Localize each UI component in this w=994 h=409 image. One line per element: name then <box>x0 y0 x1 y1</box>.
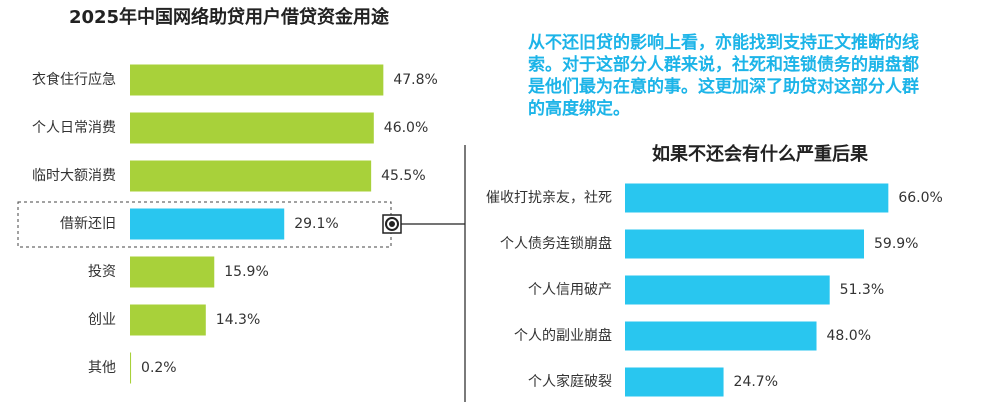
annotation: 是他们最为在意的事。这更加深了助贷对这部分人群 <box>528 76 919 97</box>
category-label: 个人的副业崩盘 <box>514 327 612 344</box>
value-label: 0.2% <box>141 360 177 376</box>
bar <box>130 208 285 240</box>
category-label: 投资 <box>88 264 116 280</box>
bar <box>130 304 206 336</box>
value-label: 47.8% <box>393 72 437 88</box>
chart-title: 如果不还会有什么严重后果 <box>652 143 869 165</box>
value-label: 66.0% <box>898 190 942 206</box>
category-label: 衣食住行应急 <box>32 71 116 88</box>
bar <box>130 160 372 192</box>
value-label: 51.3% <box>840 282 884 298</box>
value-label: 48.0% <box>827 328 871 344</box>
category-label: 个人债务连锁崩盘 <box>500 235 612 252</box>
value-label: 45.5% <box>381 168 425 184</box>
bar <box>130 64 384 96</box>
category-label: 借新还旧 <box>60 216 116 232</box>
value-label: 24.7% <box>734 374 778 390</box>
value-label: 14.3% <box>216 312 260 328</box>
highlight-box <box>17 201 392 248</box>
annotation: 从不还旧贷的影响上看，亦能找到支持正文推断的线 <box>528 32 919 53</box>
category-label: 个人日常消费 <box>32 120 116 136</box>
value-label: 15.9% <box>224 264 268 280</box>
bar <box>130 352 132 384</box>
connector-icon-dot <box>389 221 395 227</box>
bar <box>625 321 817 351</box>
category-label: 个人信用破产 <box>528 282 612 298</box>
category-label: 其他 <box>88 360 116 376</box>
value-label: 46.0% <box>384 120 428 136</box>
value-label: 59.9% <box>874 236 918 252</box>
value-label: 29.1% <box>294 216 338 232</box>
category-label: 临时大额消费 <box>32 168 116 184</box>
bar <box>130 112 374 144</box>
bar <box>625 275 830 305</box>
category-label: 创业 <box>88 312 116 328</box>
annotation: 的高度绑定。 <box>528 98 630 119</box>
bar <box>625 183 889 213</box>
bar <box>625 229 865 259</box>
category-label: 催收打扰亲友，社死 <box>486 189 612 206</box>
category-label: 个人家庭破裂 <box>528 373 612 390</box>
annotation: 索。对于这部分人群来说，社死和连锁债务的崩盘都 <box>528 54 919 75</box>
bar <box>625 367 724 397</box>
bar <box>130 256 215 288</box>
chart-title: 2025年中国网络助贷用户借贷资金用途 <box>69 6 390 28</box>
